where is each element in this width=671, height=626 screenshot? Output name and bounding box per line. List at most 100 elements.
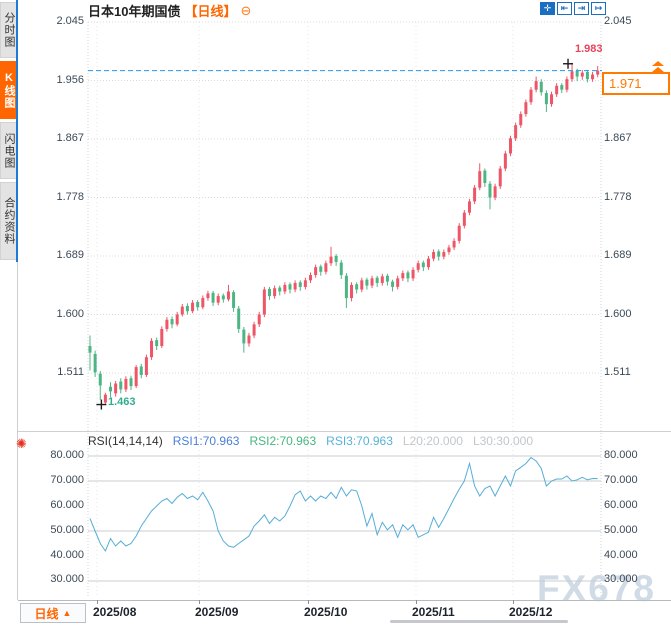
candle [473,187,477,202]
rsi-axis-tick-left: 50.000 [50,524,84,536]
rsi-axis-tick-left: 80.000 [50,449,84,461]
indicator-settings-icon[interactable]: ✺ [16,436,27,451]
candle [401,273,405,279]
price-axis-tick-right: 1.600 [604,307,632,320]
price-axis-tick-left: 1.511 [57,366,84,378]
candle [514,125,518,139]
candle [380,276,384,283]
candle [503,153,507,169]
candle [442,252,446,257]
candle [498,168,502,187]
candle [273,288,277,297]
candle [262,289,266,315]
last-price-box: 1.971 [602,72,670,95]
time-axis-tick [416,600,417,604]
candle [232,292,236,308]
chart-toolbar: ✛ ⇤ ⇥ ↦ [540,2,606,15]
price-axis-tick-left: 1.689 [56,249,84,261]
candle [432,252,436,259]
rsi-axis-tick-right: 70.000 [604,474,638,486]
candle [360,280,364,290]
candle [457,225,461,241]
candle [421,262,425,268]
sidebar-tab-timeline[interactable]: 分时图 [0,2,18,58]
candle [483,170,487,184]
price-axis-tick-left: 1.956 [56,73,84,86]
time-axis-label: 2025/09 [195,605,239,619]
bottom-divider [18,600,671,601]
time-axis-label: 2025/10 [304,605,348,619]
rsi-axis-tick-left: 40.000 [50,549,84,561]
candle [242,329,246,344]
candle [247,335,251,344]
candle [144,357,148,375]
instrument-title: 日本10年期国债 [88,3,181,19]
candle [580,72,584,77]
candle [278,287,282,292]
sidebar-tab-lightning[interactable]: 闪电图 [0,122,18,179]
sidebar-divider [17,262,18,600]
candle [355,284,359,290]
candle [508,138,512,154]
rsi-axis-tick-right: 50.000 [604,524,638,536]
candle [585,71,589,80]
candle [93,353,97,373]
latest-price-marker-icon[interactable] [651,61,665,73]
up-triangle-icon [652,67,664,72]
candle [170,319,174,325]
period-selector-button[interactable]: 日线 ▲ [20,603,86,623]
candle [447,247,451,253]
candle [370,278,374,286]
candle [534,81,538,90]
candle [180,306,184,315]
rsi-axis-tick-left: 30.000 [50,573,84,585]
candle [519,114,523,126]
candle [155,340,159,347]
price-axis-tick-right: 1.867 [604,132,632,144]
candle [175,314,179,325]
rsi1-value: RSI1:70.963 [172,434,240,448]
candle [267,288,271,297]
candle [529,89,533,103]
time-axis-tick [199,600,200,604]
rsi-axis-tick-right: 80.000 [604,449,638,461]
candle [160,328,164,347]
goto-latest-icon[interactable]: ↦ [591,2,606,15]
candle [334,256,338,262]
candle [124,378,128,390]
candle [575,70,579,77]
candle [452,240,456,248]
price-axis-tick-left: 2.045 [56,15,84,27]
candle [283,284,287,292]
zoom-out-tool-icon[interactable]: ⇤ [557,2,572,15]
candle [109,386,113,392]
candle [339,262,343,276]
price-axis-tick-left: 1.778 [56,190,84,203]
rsi-axis-tick-right: 40.000 [604,549,638,561]
candle [252,324,256,336]
candle [560,85,564,90]
time-axis-label: 2025/12 [509,605,553,619]
rsi-axis-tick-right: 60.000 [604,499,638,511]
pan-tool-icon[interactable]: ✛ [540,2,555,15]
candle [237,308,241,329]
collapse-circle-icon[interactable]: ⊖ [240,2,252,18]
rsi-l20-ref: L20:20.000 [402,434,463,448]
candle [426,258,430,268]
rsi-indicator-name[interactable]: RSI(14,14,14) [88,434,163,448]
candle [570,71,574,80]
candle [462,212,466,226]
candle [550,94,554,105]
zoom-in-tool-icon[interactable]: ⇥ [574,2,589,15]
candle [201,298,205,308]
candle [257,314,261,325]
candle [544,92,548,105]
candle [375,277,379,283]
chevron-up-icon: ▲ [62,608,72,618]
period-selector-label: 日线 [34,606,59,621]
candle [303,280,307,287]
scrollbar[interactable] [390,620,568,623]
candle [391,281,395,287]
